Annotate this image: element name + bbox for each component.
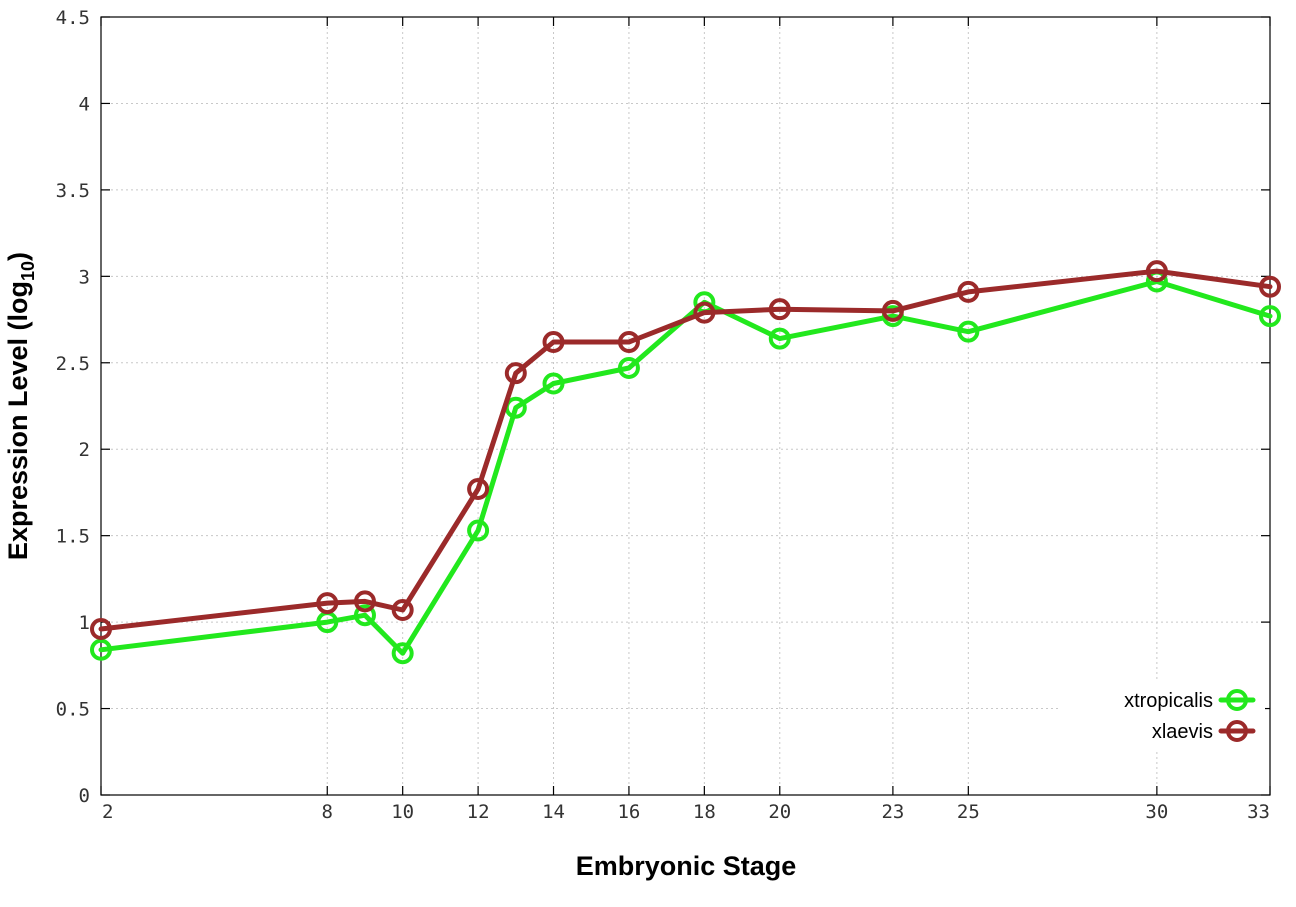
legend-label-xlaevis: xlaevis (1152, 721, 1213, 743)
y-axis-title-main: Expression Level (log (3, 281, 33, 560)
data-point-xlaevis (542, 331, 565, 354)
x-tick-label: 33 (1247, 801, 1270, 823)
legend: xtropicalis xlaevis (1060, 680, 1265, 752)
data-point-xlaevis (353, 590, 376, 613)
series-xtropicalis (90, 270, 1281, 665)
data-point-xtropicalis (957, 320, 980, 343)
x-tick-label: 20 (768, 801, 791, 823)
data-point-xlaevis (504, 362, 527, 385)
data-point-xtropicalis (90, 638, 112, 661)
data-point-xtropicalis (391, 642, 414, 665)
data-point-xtropicalis (1259, 305, 1281, 328)
legend-label-xtropicalis: xtropicalis (1124, 690, 1213, 712)
x-tick-label: 2 (102, 801, 113, 823)
y-tick-label: 3.5 (56, 180, 90, 202)
plot-frame (100, 16, 1271, 796)
x-tick-label: 18 (693, 801, 716, 823)
series-line-xlaevis (98, 268, 1273, 632)
legend-marker-xtropicalis (1226, 689, 1248, 711)
data-point-xlaevis (391, 599, 414, 622)
y-axis-title-subscript: 10 (18, 261, 38, 281)
data-point-xtropicalis (542, 372, 565, 395)
x-tick-label: 25 (957, 801, 980, 823)
data-point-xlaevis (617, 331, 640, 354)
y-tick-label: 4.5 (56, 7, 90, 29)
x-tick-label: 23 (881, 801, 904, 823)
data-point-xlaevis (467, 477, 490, 500)
y-tick-label: 4 (79, 93, 90, 115)
y-tick-label: 0.5 (56, 699, 90, 721)
data-point-xlaevis (1259, 275, 1281, 298)
x-axis-title: Embryonic Stage (576, 851, 797, 881)
y-tick-label: 0 (79, 785, 90, 807)
y-tick-label: 2.5 (56, 353, 90, 375)
y-tick-label: 3 (79, 266, 90, 288)
series-layer (90, 260, 1281, 665)
x-tick-label: 8 (322, 801, 333, 823)
series-xlaevis (90, 260, 1281, 641)
grid (101, 17, 1270, 795)
data-point-xlaevis (90, 618, 112, 641)
y-tick-label: 2 (79, 439, 90, 461)
x-tick-label: 12 (467, 801, 490, 823)
data-point-xlaevis (693, 301, 716, 324)
data-point-xlaevis (881, 299, 904, 322)
y-tick-label: 1 (79, 612, 90, 634)
data-point-xlaevis (768, 298, 791, 321)
series-line-xtropicalis (98, 279, 1273, 656)
y-tick-label: 1.5 (56, 526, 90, 548)
y-axis-title-suffix: ) (3, 252, 33, 261)
data-point-xlaevis (316, 592, 339, 615)
x-tick-label: 16 (617, 801, 640, 823)
y-axis-title: Expression Level (log10) (3, 252, 38, 560)
data-point-xtropicalis (768, 327, 791, 350)
data-point-xtropicalis (617, 356, 640, 379)
x-tick-label: 10 (391, 801, 414, 823)
legend-marker-xlaevis (1226, 720, 1248, 742)
data-point-xlaevis (1145, 260, 1168, 283)
axis-ticks: 0 0.5 1 1.5 2 2.5 3 3.5 4 4.5 2 8 10 12 14 16 18 20 23 25 30… (56, 7, 1271, 823)
x-tick-label: 14 (542, 801, 565, 823)
data-point-xlaevis (957, 280, 980, 303)
data-point-xtropicalis (467, 519, 490, 542)
x-tick-label: 30 (1145, 801, 1168, 823)
data-point-xtropicalis (353, 604, 376, 627)
